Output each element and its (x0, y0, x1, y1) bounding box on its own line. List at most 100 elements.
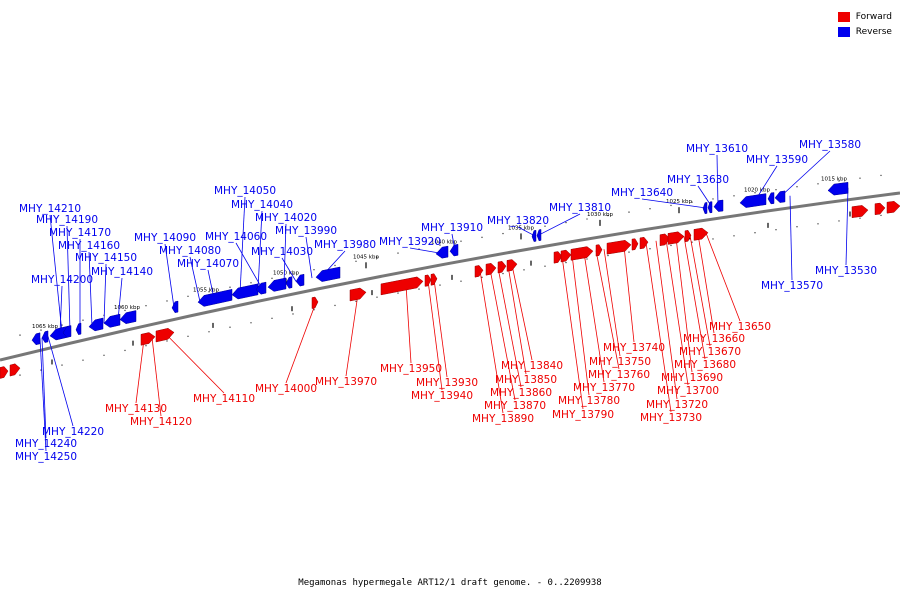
gene-label: MHY_13840 (501, 360, 563, 372)
legend-reverse: Reverse (837, 24, 892, 39)
reverse-gene-arrow (255, 281, 267, 295)
guide-dot (82, 319, 84, 321)
gene-label: MHY_14060 (205, 231, 267, 243)
reverse-gene-arrow (103, 313, 121, 328)
guide-dot (523, 269, 525, 271)
forward-gene-arrow (659, 233, 671, 246)
tick-label: 1015 kbp (821, 177, 847, 183)
guide-dot (61, 324, 63, 326)
guide-dot (502, 272, 504, 275)
genome-backbone (0, 191, 900, 362)
guide-dot (166, 340, 168, 342)
forward-gene-arrow (684, 230, 692, 243)
label-leader (285, 302, 317, 384)
gene-label: MHY_13920 (379, 236, 441, 248)
gene-label: MHY_13630 (667, 174, 729, 186)
gene-label: MHY_13930 (416, 377, 478, 389)
guide-dot (124, 309, 126, 312)
reverse-gene-arrow (827, 182, 849, 196)
guide-dot (229, 286, 231, 288)
gene-features (0, 182, 900, 379)
guide-dot (376, 256, 378, 258)
forward-gene-arrow (140, 332, 156, 346)
label-leader (683, 236, 706, 360)
guide-dot (82, 359, 84, 361)
gene-label: MHY_13980 (314, 239, 376, 251)
reverse-gene-arrow (315, 266, 341, 282)
guide-dot (649, 248, 651, 250)
guide-dot (166, 300, 168, 302)
guide-dot (397, 252, 399, 254)
guide-dot (40, 329, 42, 331)
label-leader (409, 247, 441, 254)
label-leader (283, 223, 287, 284)
label-leader (59, 285, 63, 334)
guide-dot (796, 186, 798, 188)
forward-swatch (837, 11, 850, 22)
guide-dot (208, 331, 210, 333)
guide-dot (313, 268, 315, 271)
guide-dot (145, 305, 147, 307)
reverse-gene-arrow (267, 277, 287, 292)
reverse-gene-arrow (171, 300, 179, 313)
guide-dot (565, 261, 567, 264)
guide-dot (187, 335, 189, 338)
forward-gene-arrow (424, 274, 432, 287)
map-caption: Megamonas hypermegale ART12/1 draft geno… (298, 578, 602, 588)
label-leader (697, 234, 715, 334)
guide-dot (691, 201, 693, 203)
label-leader (645, 242, 672, 413)
gene-label: MHY_13730 (640, 412, 702, 424)
tick-label: 1050 kbp (273, 270, 299, 276)
label-leader (497, 267, 522, 388)
forward-gene-arrow (506, 259, 518, 272)
guide-dot (439, 284, 441, 286)
reverse-gene-arrow (31, 332, 41, 346)
guide-dot (229, 326, 231, 328)
forward-gene-arrow (380, 276, 424, 296)
label-leader (117, 277, 123, 321)
forward-gene-arrow (553, 251, 563, 264)
guide-dot (670, 204, 672, 207)
forward-gene-arrow (497, 261, 507, 274)
reverse-gene-arrow (435, 245, 449, 259)
forward-gene-arrow (311, 296, 319, 309)
guide-dot (628, 211, 630, 213)
forward-gene-arrow (430, 273, 438, 286)
gene-label: MHY_14030 (251, 246, 313, 258)
gene-label: MHY_13950 (380, 363, 442, 375)
guide-dot (292, 273, 294, 275)
guide-dot (586, 258, 588, 260)
strand-guide-dots (19, 174, 882, 376)
gene-label: MHY_13910 (421, 222, 483, 234)
guide-dot (292, 313, 294, 315)
reverse-gene-arrow (41, 330, 49, 343)
tick-label: 1030 kbp (587, 212, 613, 218)
gene-label: MHY_14150 (75, 252, 137, 264)
label-leader (595, 250, 620, 370)
gene-label: MHY_13590 (746, 154, 808, 166)
gene-label: MHY_14210 (19, 203, 81, 215)
label-leader (641, 198, 707, 209)
label-leader (281, 257, 297, 282)
label-leader (655, 240, 678, 400)
label-leader (689, 235, 711, 347)
gene-label: MHY_14160 (58, 240, 120, 252)
guide-dot (712, 198, 714, 200)
gene-label: MHY_14000 (255, 383, 317, 395)
label-leader (665, 239, 689, 386)
guide-dot (754, 192, 756, 194)
guide-dot (334, 304, 336, 307)
gene-label: MHY_13680 (674, 359, 736, 371)
reverse-gene-arrow (531, 230, 537, 242)
gene-label: MHY_13810 (549, 202, 611, 214)
label-leader (235, 242, 263, 289)
gene-label: MHY_13580 (799, 139, 861, 151)
guide-dot (460, 240, 462, 242)
tick-label: 1045 kbp (353, 254, 379, 260)
forward-gene-arrow (886, 201, 900, 214)
gene-label: MHY_13740 (603, 342, 665, 354)
reverse-gene-arrow (713, 199, 724, 212)
legend: Forward Reverse (837, 9, 892, 39)
label-leader (507, 265, 527, 375)
